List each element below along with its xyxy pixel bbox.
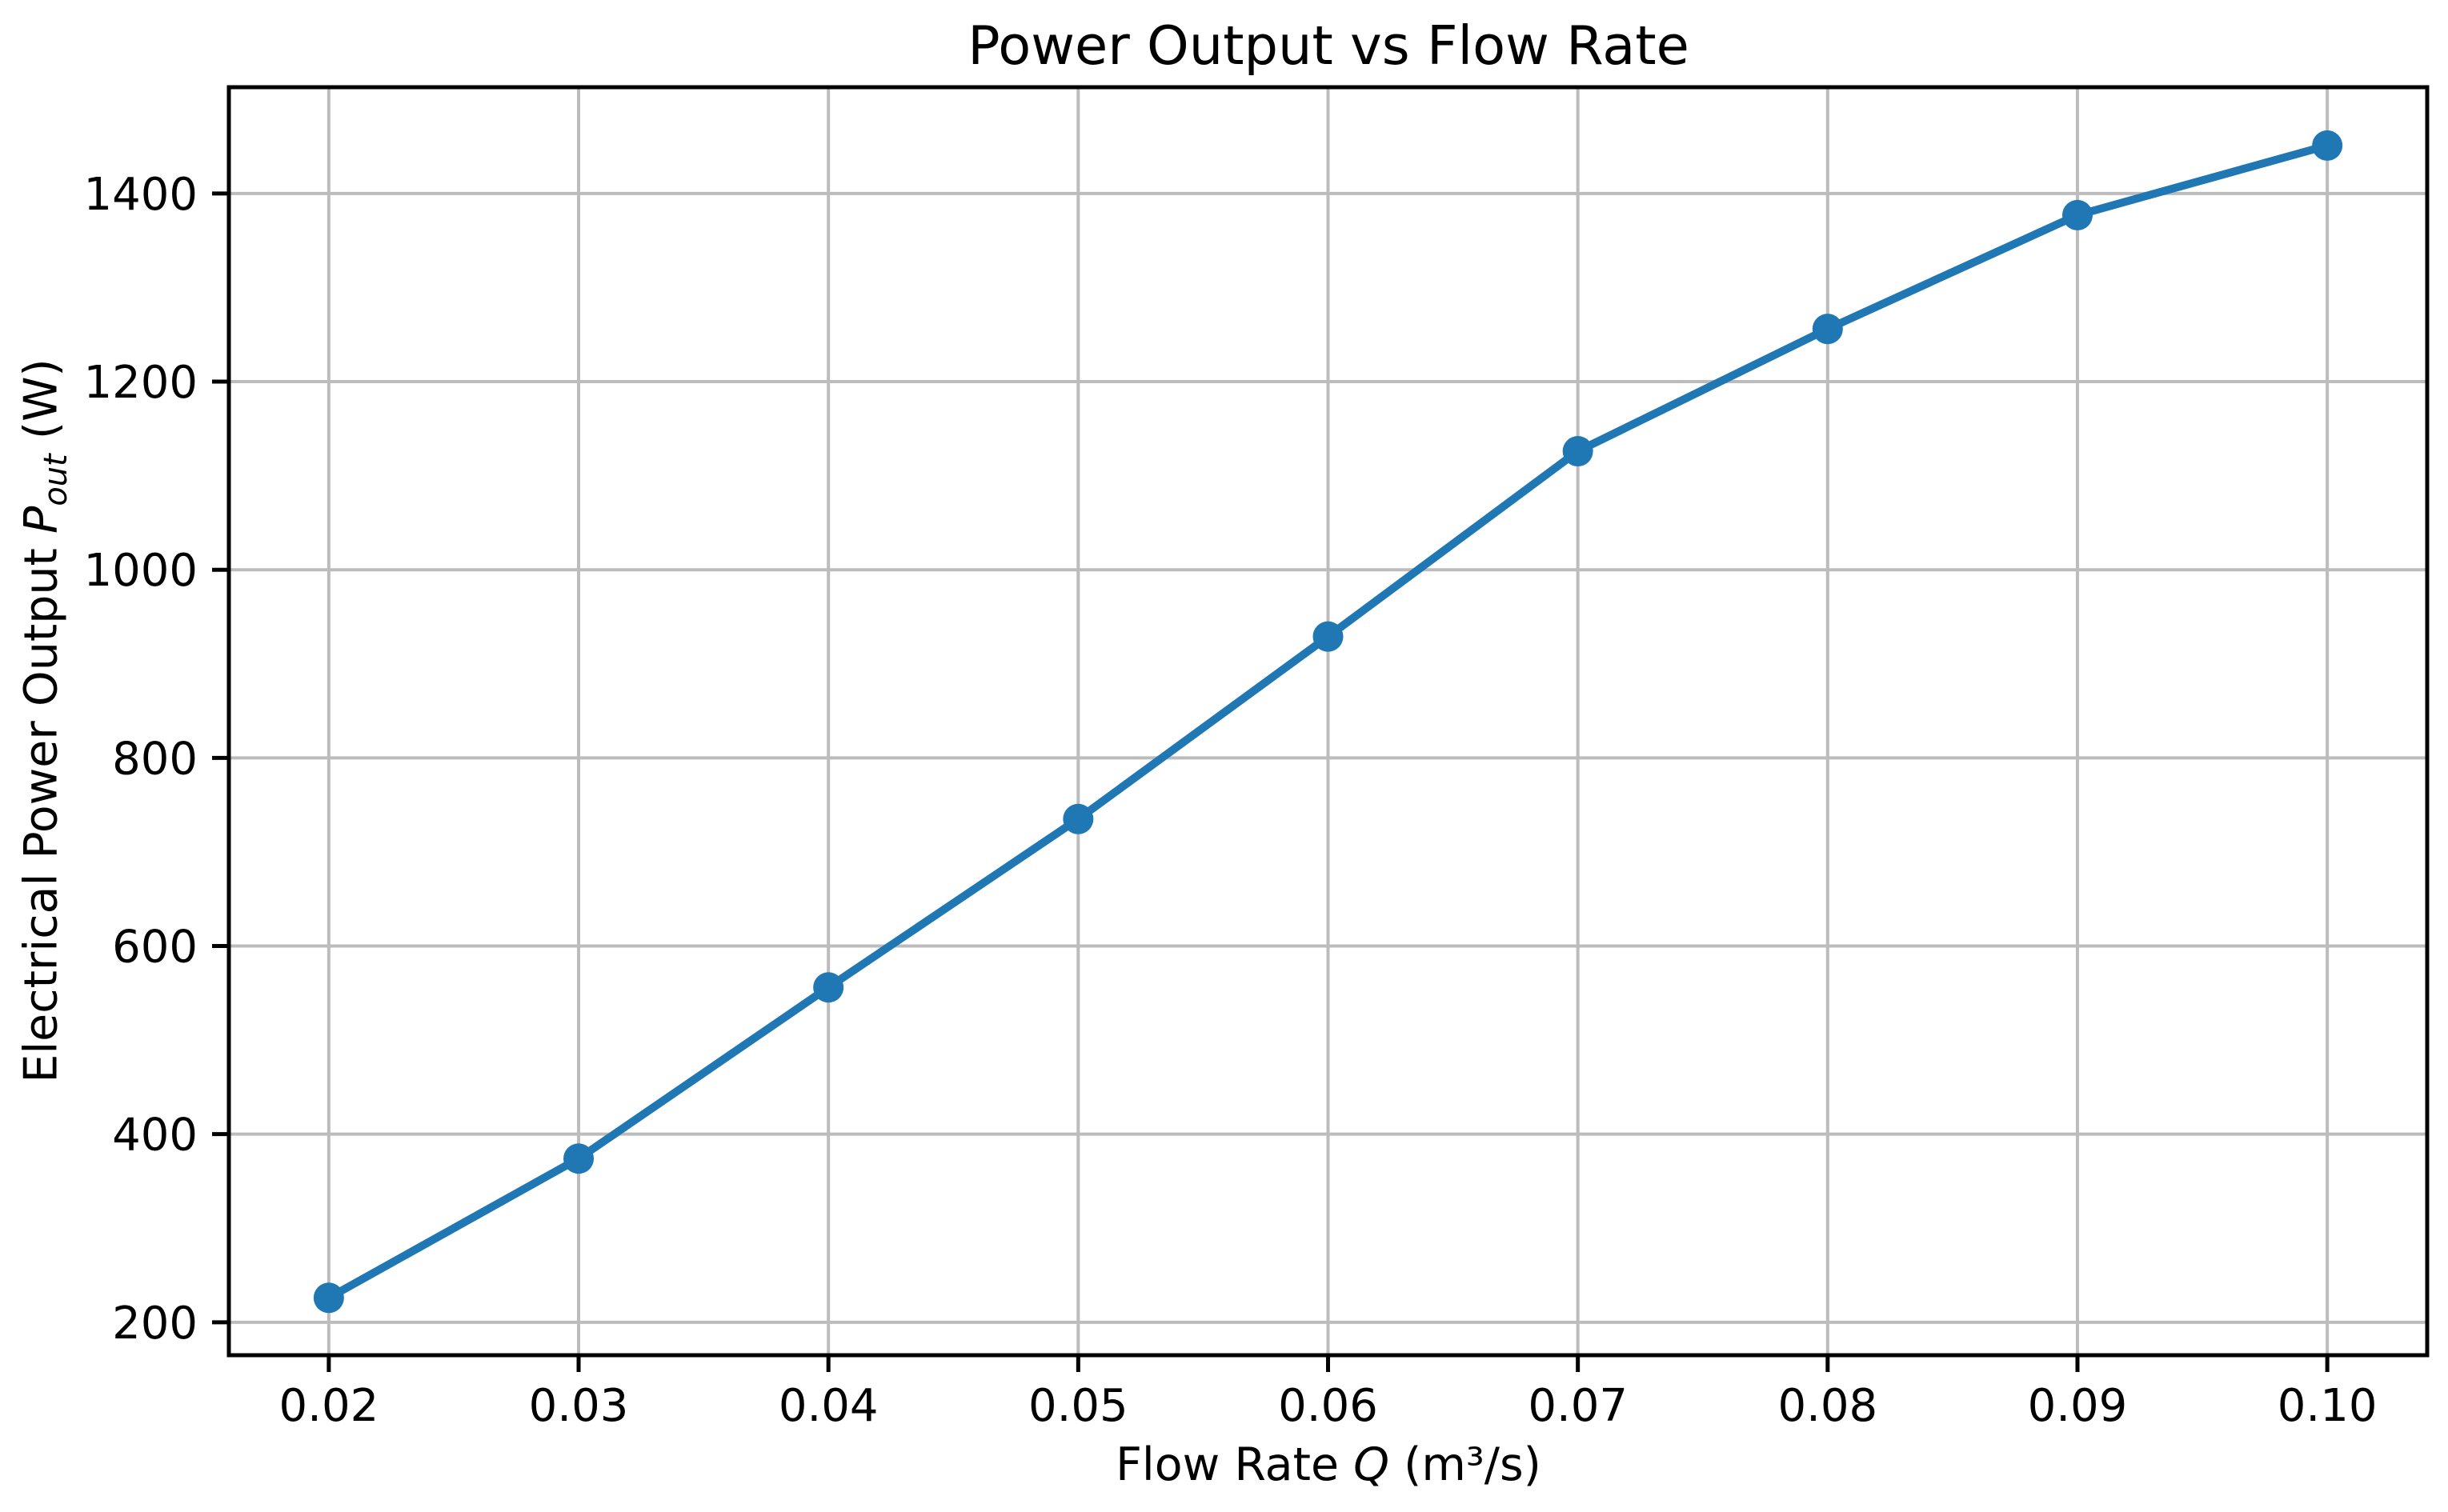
x-tick-label: 0.04 [779,1380,879,1432]
y-tick-label: 400 [112,1110,198,1162]
chart-title: Power Output vs Flow Rate [968,14,1689,77]
y-axis-label-symbol: P [14,506,68,534]
y-tick-label: 200 [112,1298,198,1350]
y-tick-label: 800 [112,733,198,785]
x-tick-label: 0.08 [1777,1380,1877,1432]
y-axis-label-suffix: (W) [14,358,68,454]
y-tick-label: 1200 [83,357,198,409]
x-axis-label-suffix: (m³/s) [1389,1438,1541,1491]
y-tick-label: 1000 [83,545,198,597]
data-point-marker [2061,199,2093,230]
x-axis-label: Flow Rate Q (m³/s) [1116,1442,1541,1488]
data-point-marker [313,1282,344,1314]
x-axis-label-prefix: Flow Rate [1116,1438,1354,1491]
data-point-marker [1562,436,1593,467]
y-axis-label-prefix: Electrical Power Output [14,534,68,1083]
y-axis-label-subscript: out [37,454,74,506]
x-tick-label: 0.07 [1528,1380,1628,1432]
y-tick-label: 1400 [83,169,198,221]
x-tick-label: 0.06 [1278,1380,1378,1432]
x-tick-label: 0.02 [279,1380,379,1432]
data-point-marker [1312,621,1344,652]
data-point-marker [2312,130,2343,161]
x-tick-label: 0.03 [529,1380,629,1432]
data-point-marker [813,972,844,1003]
data-point-marker [1812,314,1843,345]
y-axis-label: Electrical Power Output Pout (W) [15,358,74,1082]
x-axis-label-symbol: Q [1353,1438,1390,1491]
x-tick-label: 0.09 [2028,1380,2128,1432]
x-tick-label: 0.05 [1028,1380,1128,1432]
x-tick-label: 0.10 [2278,1380,2378,1432]
y-tick-label: 600 [112,922,198,974]
data-point-marker [563,1143,595,1174]
data-point-marker [1063,803,1094,834]
